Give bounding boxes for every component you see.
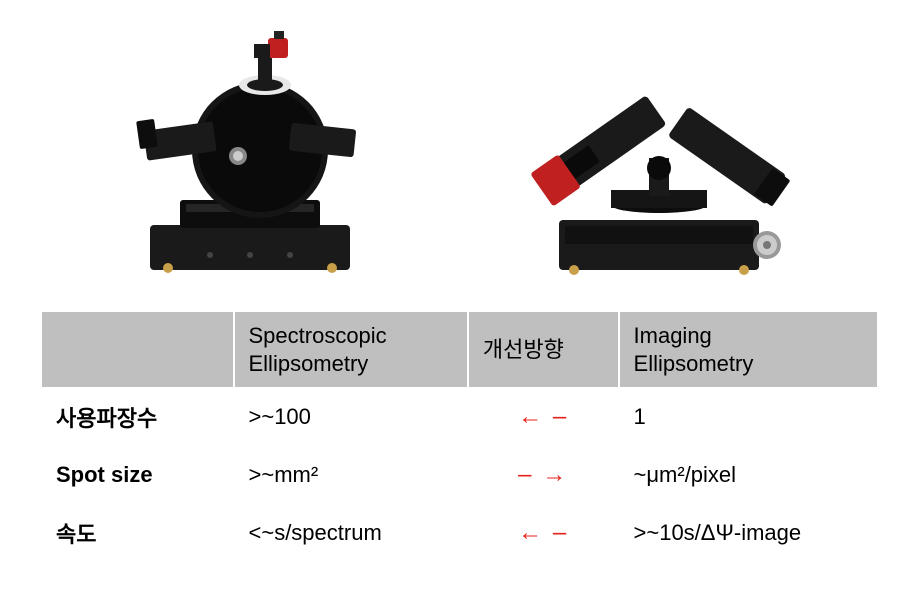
cell-imaging-speed: >~10s/ΔΨ-image [619, 504, 878, 562]
header-spectroscopic-label: SpectroscopicEllipsometry [249, 323, 387, 376]
cell-spectroscopic-spotsize: >~mm² [234, 446, 468, 504]
row-label-wavelengths: 사용파장수 [41, 388, 234, 446]
header-imaging: ImagingEllipsometry [619, 311, 878, 388]
cell-arrow-speed: ← – [468, 504, 619, 562]
table-header-row: SpectroscopicEllipsometry 개선방향 ImagingEl… [41, 311, 878, 388]
cell-imaging-spotsize: ~μm²/pixel [619, 446, 878, 504]
table-row: 사용파장수 >~100 ← – 1 [41, 388, 878, 446]
header-spectroscopic: SpectroscopicEllipsometry [234, 311, 468, 388]
cell-spectroscopic-speed: <~s/spectrum [234, 504, 468, 562]
header-direction: 개선방향 [468, 311, 619, 388]
comparison-table: SpectroscopicEllipsometry 개선방향 ImagingEl… [40, 310, 879, 563]
table-row: Spot size >~mm² – → ~μm²/pixel [41, 446, 878, 504]
row-label-speed: 속도 [41, 504, 234, 562]
header-imaging-label: ImagingEllipsometry [634, 323, 754, 376]
spectroscopic-instrument-icon [90, 30, 390, 280]
header-direction-label: 개선방향 [483, 337, 564, 362]
arrow-right-icon: – → [518, 461, 568, 488]
imaging-ellipsometer-image [489, 70, 829, 280]
arrow-left-icon: ← – [518, 403, 568, 430]
row-label-spotsize: Spot size [41, 446, 234, 504]
imaging-instrument-icon [489, 70, 829, 280]
cell-spectroscopic-wavelengths: >~100 [234, 388, 468, 446]
spectroscopic-ellipsometer-image [90, 30, 390, 280]
cell-arrow-wavelengths: ← – [468, 388, 619, 446]
cell-imaging-wavelengths: 1 [619, 388, 878, 446]
arrow-left-icon: ← – [518, 519, 568, 546]
cell-arrow-spotsize: – → [468, 446, 619, 504]
header-empty [41, 311, 234, 388]
table-row: 속도 <~s/spectrum ← – >~10s/ΔΨ-image [41, 504, 878, 562]
instrument-images-row [40, 20, 879, 280]
